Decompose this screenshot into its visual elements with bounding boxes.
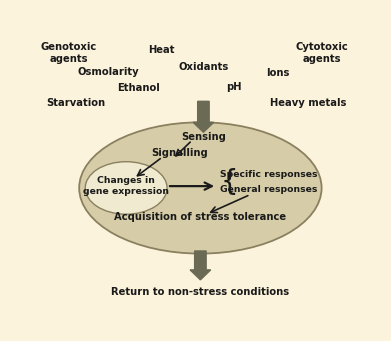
Ellipse shape: [79, 122, 322, 254]
Text: Oxidants: Oxidants: [178, 62, 229, 72]
FancyArrow shape: [193, 101, 214, 132]
Text: pH: pH: [226, 82, 242, 92]
Text: Starvation: Starvation: [47, 99, 106, 108]
Text: Return to non-stress conditions: Return to non-stress conditions: [111, 287, 289, 297]
Text: Heat: Heat: [148, 45, 174, 55]
FancyArrow shape: [190, 251, 211, 280]
Text: Ions: Ions: [266, 68, 289, 78]
Text: Sensing: Sensing: [181, 132, 226, 142]
Text: Changes in
gene expression: Changes in gene expression: [83, 176, 169, 196]
Text: Ethanol: Ethanol: [117, 83, 160, 93]
Text: Cytotoxic
agents: Cytotoxic agents: [295, 42, 348, 63]
Text: {: {: [220, 168, 238, 196]
Text: Genotoxic
agents: Genotoxic agents: [40, 42, 97, 63]
Ellipse shape: [85, 162, 167, 214]
Text: Specific responses: Specific responses: [220, 170, 317, 179]
Text: Signalling: Signalling: [151, 148, 208, 158]
Text: Heavy metals: Heavy metals: [270, 99, 346, 108]
Text: Acquisition of stress tolerance: Acquisition of stress tolerance: [114, 212, 287, 222]
Text: General responses: General responses: [220, 185, 317, 194]
Text: Osmolarity: Osmolarity: [77, 68, 139, 77]
